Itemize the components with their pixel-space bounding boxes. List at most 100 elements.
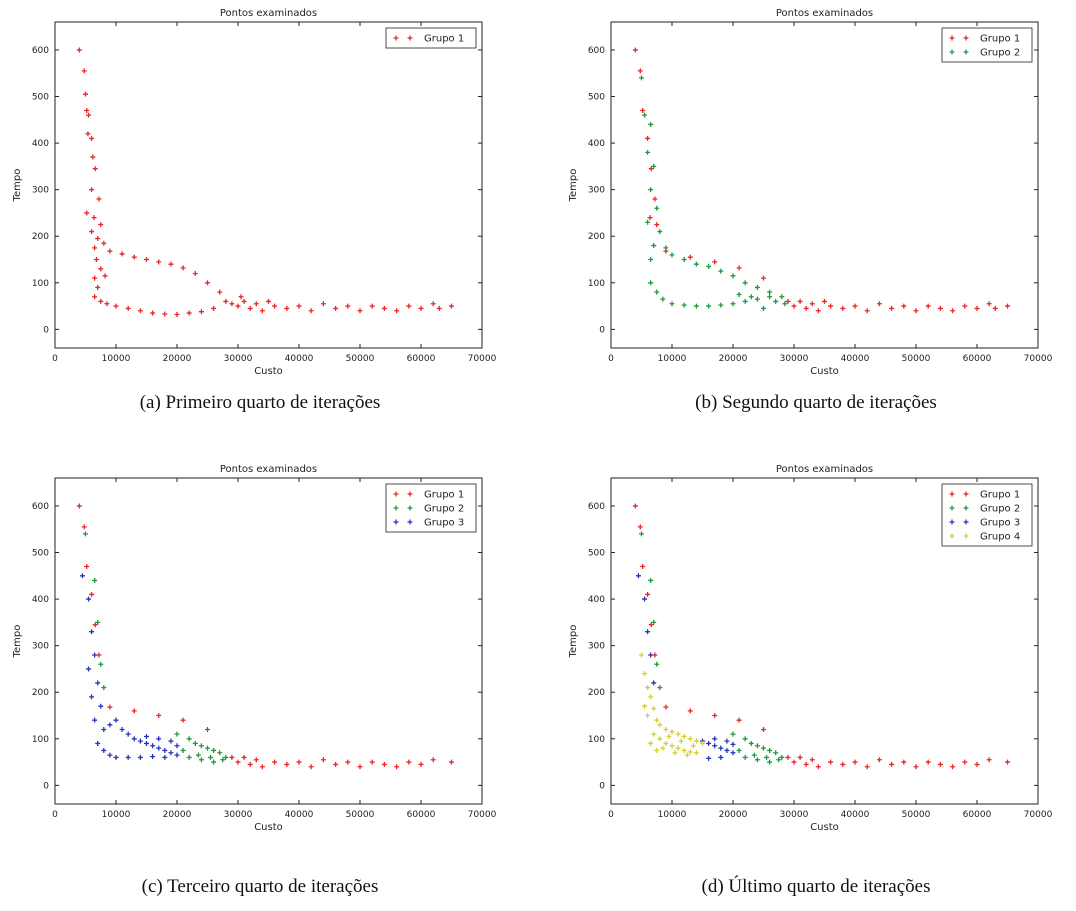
point-1 xyxy=(95,284,101,290)
point-1 xyxy=(92,245,98,251)
point-2 xyxy=(208,754,214,760)
point-1 xyxy=(640,107,646,113)
point-2 xyxy=(767,747,773,753)
point-2 xyxy=(776,757,782,763)
point-1 xyxy=(241,298,247,304)
point-4 xyxy=(642,671,648,677)
point-2 xyxy=(730,301,736,307)
point-1 xyxy=(235,759,241,765)
point-1 xyxy=(223,298,229,304)
point-1 xyxy=(320,757,326,763)
point-1 xyxy=(652,652,658,658)
point-1 xyxy=(652,196,658,202)
point-2 xyxy=(742,298,748,304)
point-2 xyxy=(654,661,660,667)
point-4 xyxy=(687,749,693,755)
plot-points xyxy=(632,503,1010,770)
point-1 xyxy=(901,759,907,765)
point-3 xyxy=(95,740,101,746)
legend-marker xyxy=(407,35,413,41)
point-3 xyxy=(706,740,712,746)
point-2 xyxy=(754,743,760,749)
x-tick-label: 20000 xyxy=(163,354,192,364)
point-1 xyxy=(913,308,919,314)
point-2 xyxy=(706,264,712,269)
point-1 xyxy=(449,759,454,765)
point-1 xyxy=(259,764,265,770)
point-1 xyxy=(815,308,821,314)
point-1 xyxy=(974,761,980,767)
point-1 xyxy=(791,303,797,309)
point-3 xyxy=(113,717,119,723)
point-1 xyxy=(89,229,95,235)
x-tick-label: 20000 xyxy=(719,354,748,364)
point-1 xyxy=(357,764,363,770)
point-1 xyxy=(645,591,651,597)
point-2 xyxy=(779,294,785,300)
point-2 xyxy=(718,302,724,308)
x-tick-label: 70000 xyxy=(1024,810,1053,820)
x-tick-label: 10000 xyxy=(658,810,687,820)
legend-marker xyxy=(949,49,955,55)
point-2 xyxy=(669,301,675,307)
point-1 xyxy=(98,222,104,228)
point-1 xyxy=(92,166,98,172)
point-3 xyxy=(98,703,104,709)
scatter-chart: Pontos examinados 0 10000 20000 30000 40000 50… xyxy=(568,464,1053,833)
point-1 xyxy=(791,759,797,765)
point-3 xyxy=(95,680,101,686)
chart-title: Pontos examinados xyxy=(220,8,317,19)
point-1 xyxy=(241,754,247,760)
legend-marker xyxy=(949,519,955,525)
point-2 xyxy=(186,754,192,760)
point-3 xyxy=(162,754,168,760)
point-1 xyxy=(864,764,870,770)
caption: (a) Primeiro quarto de iterações xyxy=(139,392,381,413)
point-2 xyxy=(773,298,779,304)
legend-marker xyxy=(407,491,413,497)
point-1 xyxy=(430,301,436,307)
y-tick-label: 400 xyxy=(32,595,49,605)
y-tick-label: 0 xyxy=(43,781,49,791)
point-1 xyxy=(962,303,968,309)
y-tick-label: 300 xyxy=(588,642,605,652)
y-tick-label: 100 xyxy=(32,735,49,745)
point-3 xyxy=(89,694,95,700)
legend-marker xyxy=(963,491,969,497)
point-1 xyxy=(101,240,107,246)
point-2 xyxy=(742,754,748,760)
point-2 xyxy=(681,257,687,263)
point-1 xyxy=(986,757,992,763)
point-3 xyxy=(92,717,98,723)
y-tick-label: 300 xyxy=(32,642,49,652)
y-tick-label: 600 xyxy=(32,502,49,512)
point-1 xyxy=(156,713,162,719)
point-1 xyxy=(137,308,143,314)
point-1 xyxy=(864,308,870,314)
point-1 xyxy=(809,757,815,763)
point-1 xyxy=(761,275,766,281)
point-1 xyxy=(81,524,87,530)
point-1 xyxy=(637,524,643,530)
point-2 xyxy=(639,75,644,81)
point-2 xyxy=(174,731,180,737)
point-1 xyxy=(785,754,791,760)
point-2 xyxy=(693,303,699,309)
point-1 xyxy=(259,308,265,314)
point-1 xyxy=(113,303,119,309)
point-2 xyxy=(748,294,754,300)
x-tick-label: 30000 xyxy=(780,354,809,364)
point-2 xyxy=(95,619,101,625)
x-axis-label: Custo xyxy=(254,366,283,377)
legend-marker xyxy=(949,35,955,41)
point-2 xyxy=(761,745,766,751)
point-1 xyxy=(369,303,375,309)
legend: Grupo 1 Grupo 2 xyxy=(941,27,1033,63)
point-2 xyxy=(754,296,760,302)
point-2 xyxy=(645,219,651,225)
point-3 xyxy=(168,750,174,756)
point-1 xyxy=(92,622,98,628)
legend-label: Grupo 3 xyxy=(424,518,464,529)
point-1 xyxy=(217,289,223,295)
legend-marker xyxy=(393,505,399,511)
